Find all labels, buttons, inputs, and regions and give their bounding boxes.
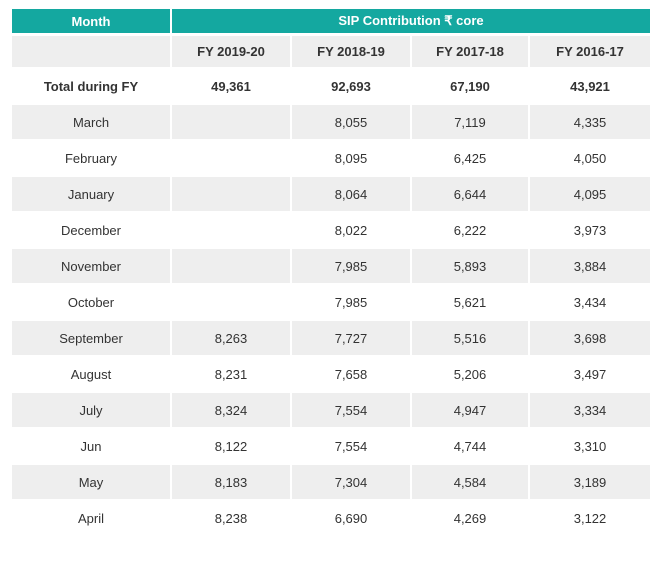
value-cell: 3,497	[527, 355, 653, 393]
value-cell: 3,122	[527, 499, 653, 537]
value-cell: 3,698	[527, 319, 653, 357]
table-row-august: August 8,231 7,658 5,206 3,497	[10, 355, 653, 393]
table-row-september: September 8,263 7,727 5,516 3,698	[10, 319, 653, 357]
table-row-december: December 8,022 6,222 3,973	[10, 211, 653, 249]
value-cell: 3,973	[527, 211, 653, 249]
value-cell: 7,554	[290, 391, 412, 429]
table-row-november: November 7,985 5,893 3,884	[10, 247, 653, 285]
row-label: May	[10, 463, 172, 501]
table-row-january: January 8,064 6,644 4,095	[10, 175, 653, 213]
value-cell: 5,206	[410, 355, 530, 393]
value-cell: 8,022	[290, 211, 412, 249]
row-label: Jun	[10, 427, 172, 465]
sip-contribution-table: Month SIP Contribution ₹ core FY 2019-20…	[10, 7, 653, 537]
value-cell: 4,095	[527, 175, 653, 213]
value-cell: 6,644	[410, 175, 530, 213]
row-label: November	[10, 247, 172, 285]
value-cell: 43,921	[527, 67, 653, 105]
value-cell: 7,727	[290, 319, 412, 357]
row-label: July	[10, 391, 172, 429]
row-label: December	[10, 211, 172, 249]
value-cell: 8,183	[170, 463, 292, 501]
row-label: March	[10, 103, 172, 141]
value-cell: 67,190	[410, 67, 530, 105]
value-cell: 4,050	[527, 139, 653, 177]
fy-columns-header-row: FY 2019-20 FY 2018-19 FY 2017-18 FY 2016…	[10, 33, 653, 69]
value-cell: 3,334	[527, 391, 653, 429]
value-cell: 4,335	[527, 103, 653, 141]
value-cell: 8,095	[290, 139, 412, 177]
value-cell: 6,425	[410, 139, 530, 177]
table-header-row: Month SIP Contribution ₹ core	[10, 7, 653, 36]
value-cell	[170, 139, 292, 177]
fy-column-header-2019-20: FY 2019-20	[170, 33, 292, 69]
table-row-jun: Jun 8,122 7,554 4,744 3,310	[10, 427, 653, 465]
value-cell: 4,947	[410, 391, 530, 429]
fy-column-header-2018-19: FY 2018-19	[290, 33, 412, 69]
month-column-header: Month	[10, 7, 172, 36]
value-cell: 4,269	[410, 499, 530, 537]
value-cell: 8,055	[290, 103, 412, 141]
value-cell: 7,554	[290, 427, 412, 465]
value-cell: 4,584	[410, 463, 530, 501]
value-cell	[170, 283, 292, 321]
value-cell: 7,119	[410, 103, 530, 141]
table-row-may: May 8,183 7,304 4,584 3,189	[10, 463, 653, 501]
value-cell: 5,516	[410, 319, 530, 357]
value-cell	[170, 175, 292, 213]
row-label: September	[10, 319, 172, 357]
value-cell	[170, 211, 292, 249]
row-label: Total during FY	[10, 67, 172, 105]
row-label: April	[10, 499, 172, 537]
value-cell: 6,690	[290, 499, 412, 537]
row-label: February	[10, 139, 172, 177]
table-row-total: Total during FY 49,361 92,693 67,190 43,…	[10, 67, 653, 105]
table-row-february: February 8,095 6,425 4,050	[10, 139, 653, 177]
value-cell: 5,893	[410, 247, 530, 285]
value-cell: 8,263	[170, 319, 292, 357]
row-label: October	[10, 283, 172, 321]
value-cell	[170, 103, 292, 141]
value-cell: 3,884	[527, 247, 653, 285]
value-cell: 8,324	[170, 391, 292, 429]
sip-contribution-table-container: Month SIP Contribution ₹ core FY 2019-20…	[10, 7, 653, 537]
value-cell: 8,231	[170, 355, 292, 393]
value-cell: 7,658	[290, 355, 412, 393]
value-cell: 3,310	[527, 427, 653, 465]
table-row-april: April 8,238 6,690 4,269 3,122	[10, 499, 653, 537]
value-cell	[170, 247, 292, 285]
value-cell: 5,621	[410, 283, 530, 321]
value-cell: 8,238	[170, 499, 292, 537]
value-cell: 8,064	[290, 175, 412, 213]
value-cell: 3,434	[527, 283, 653, 321]
table-row-october: October 7,985 5,621 3,434	[10, 283, 653, 321]
row-label: August	[10, 355, 172, 393]
table-row-march: March 8,055 7,119 4,335	[10, 103, 653, 141]
row-label: January	[10, 175, 172, 213]
value-cell: 6,222	[410, 211, 530, 249]
value-cell: 4,744	[410, 427, 530, 465]
blank-corner-cell	[10, 33, 172, 69]
sip-contribution-group-header: SIP Contribution ₹ core	[169, 7, 653, 36]
value-cell: 92,693	[290, 67, 412, 105]
value-cell: 8,122	[170, 427, 292, 465]
value-cell: 7,985	[290, 283, 412, 321]
fy-column-header-2016-17: FY 2016-17	[527, 33, 653, 69]
value-cell: 49,361	[170, 67, 292, 105]
fy-column-header-2017-18: FY 2017-18	[410, 33, 530, 69]
value-cell: 7,985	[290, 247, 412, 285]
table-row-july: July 8,324 7,554 4,947 3,334	[10, 391, 653, 429]
value-cell: 3,189	[527, 463, 653, 501]
value-cell: 7,304	[290, 463, 412, 501]
